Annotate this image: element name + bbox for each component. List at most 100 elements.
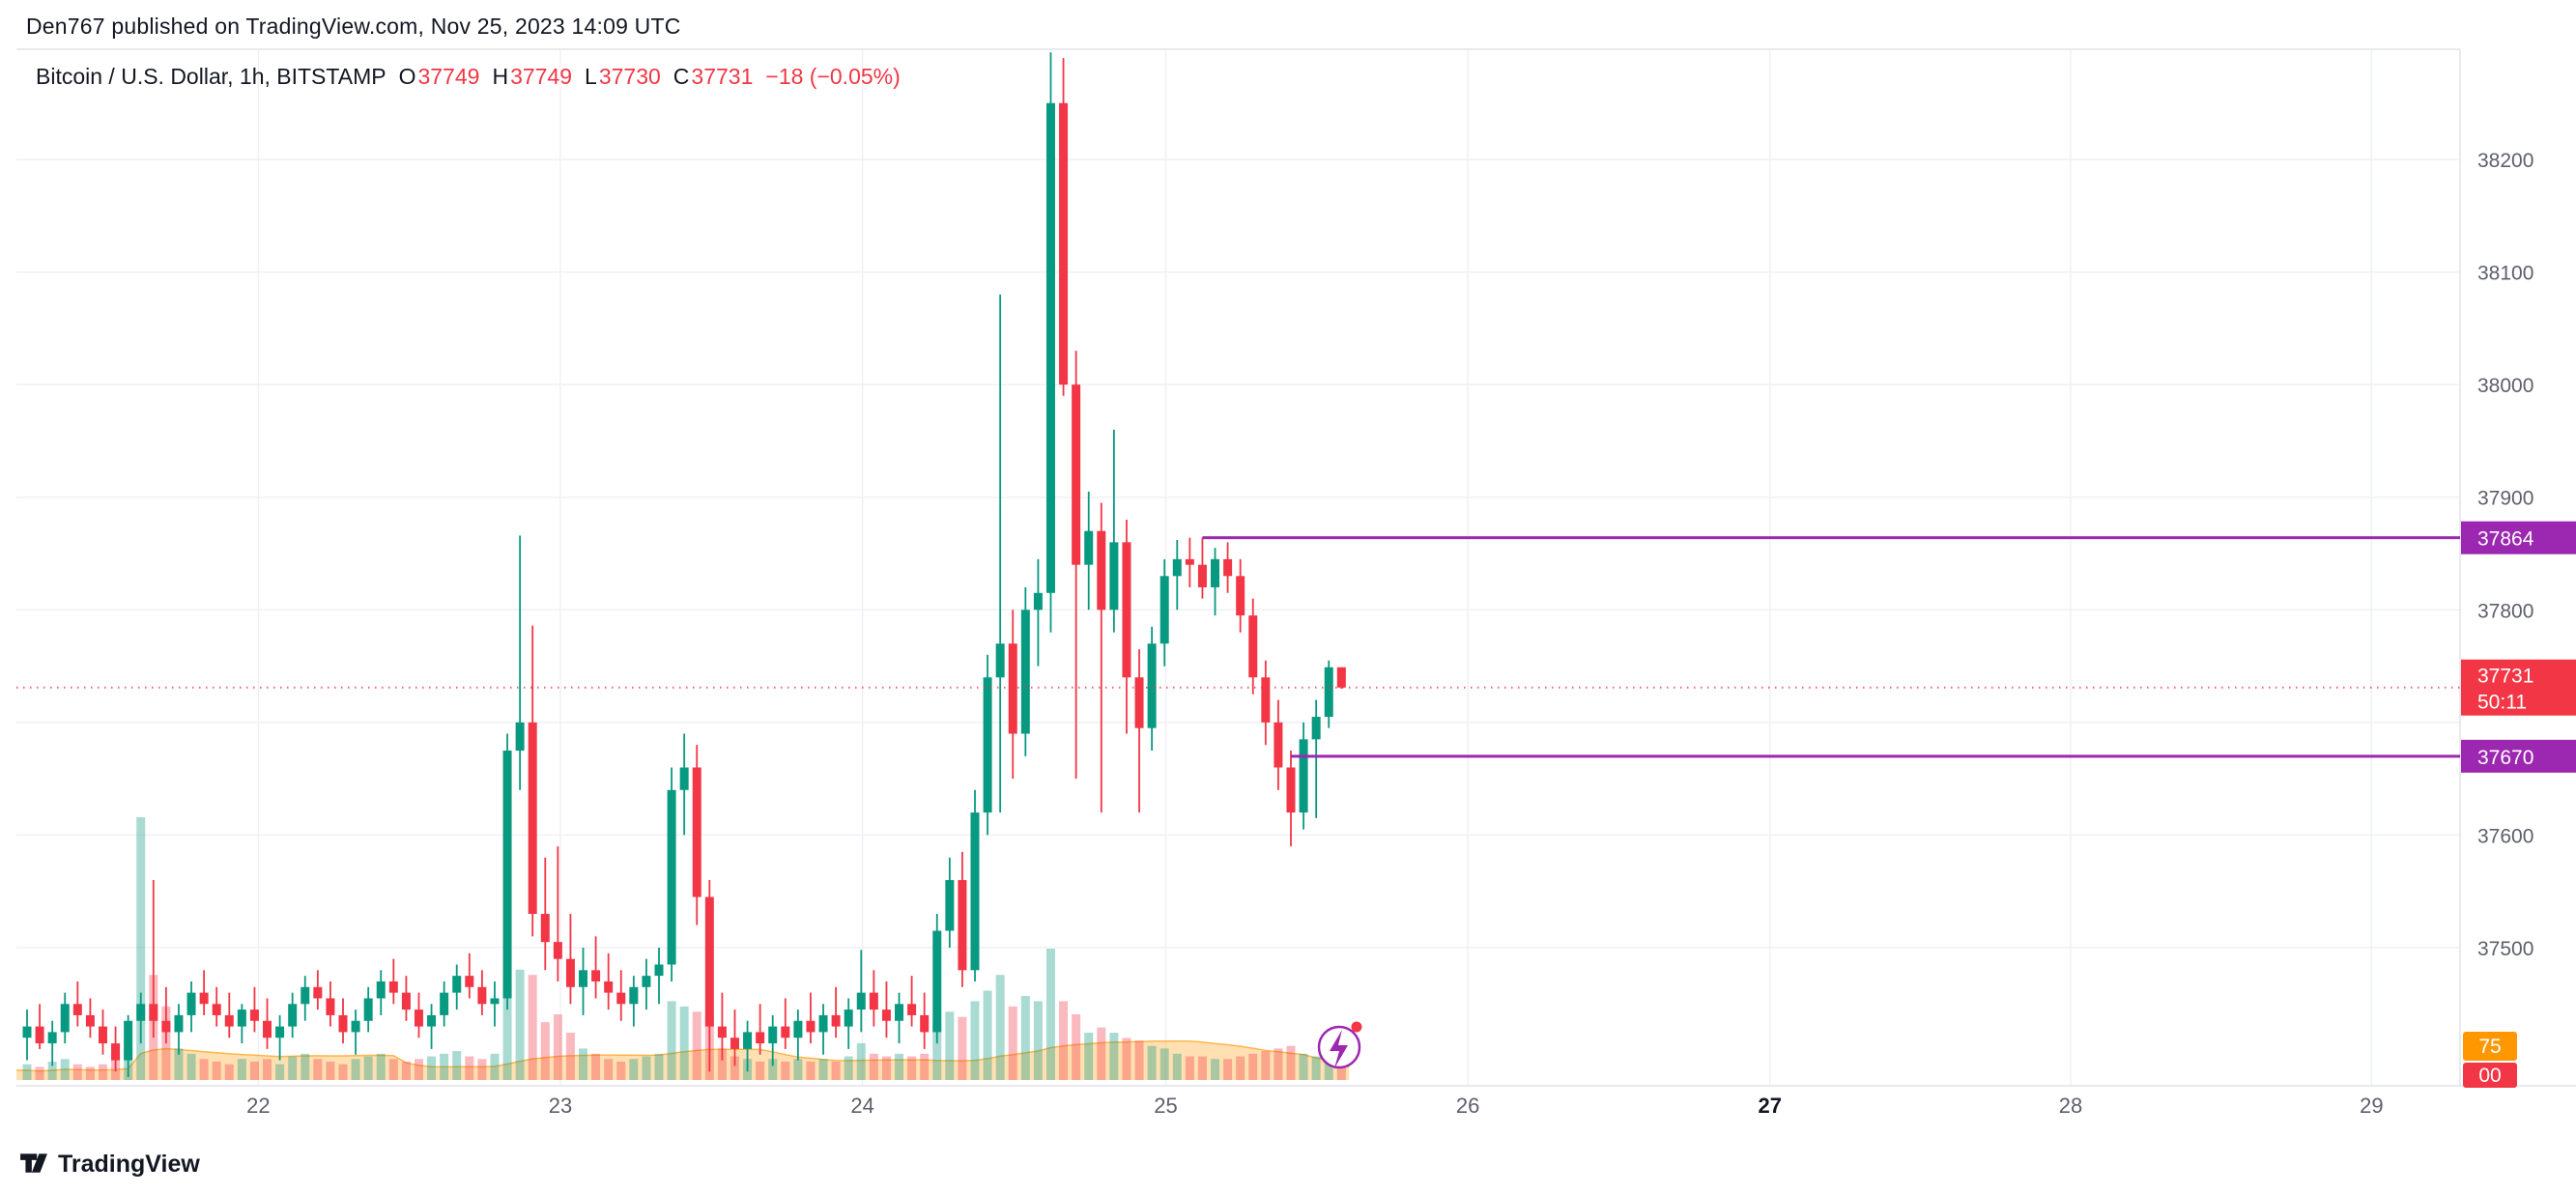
- candle-body: [768, 1026, 778, 1044]
- volume-bar: [679, 1006, 689, 1080]
- candle-body: [199, 992, 209, 1005]
- low-value: 37730: [598, 64, 661, 89]
- volume-bar: [502, 980, 512, 1080]
- volume-bar: [440, 1053, 449, 1080]
- candle-body: [22, 1026, 32, 1038]
- time-tick-label: 24: [850, 1094, 873, 1118]
- candle-body: [540, 914, 550, 943]
- candle-body: [1147, 643, 1157, 728]
- candle-body: [629, 986, 639, 1005]
- volume-bar: [186, 1053, 196, 1080]
- reaction-marker[interactable]: [1317, 1021, 1362, 1069]
- candle-body: [376, 981, 386, 999]
- time-tick-label: 25: [1154, 1094, 1177, 1118]
- volume-bar: [1059, 1001, 1069, 1080]
- volume-bar: [249, 1061, 259, 1080]
- candle-body: [553, 942, 562, 959]
- volume-bar: [60, 1059, 70, 1080]
- volume-bar: [1261, 1051, 1271, 1080]
- price-tick-label: 37500: [2477, 938, 2533, 960]
- footer-branding: TradingView: [19, 1148, 200, 1181]
- time-axis[interactable]: 22 23 24 25 26 27 28 29: [246, 1094, 2383, 1118]
- time-tick-label: 22: [246, 1094, 270, 1118]
- volume-bar: [301, 1053, 310, 1080]
- candle-body: [667, 789, 676, 965]
- volume-bar: [1020, 995, 1030, 1080]
- candle-body: [591, 970, 601, 981]
- candle-body: [781, 1026, 790, 1038]
- candle-body: [654, 964, 664, 977]
- volume-layer: [22, 817, 1346, 1080]
- candle-body: [427, 1014, 437, 1027]
- volume-bar: [932, 1022, 942, 1080]
- candle-body: [1109, 542, 1119, 611]
- volume-ma-badge: [2463, 1032, 2517, 1061]
- candle-body: [1223, 558, 1233, 577]
- candle-body: [60, 1004, 70, 1033]
- volume-value-badge-text: 00: [2478, 1065, 2501, 1087]
- volume-bar: [1033, 1001, 1043, 1080]
- volume-bar: [970, 1001, 980, 1080]
- candle-body: [388, 981, 398, 993]
- volume-bar: [1299, 1053, 1308, 1080]
- candle-body: [1248, 615, 1258, 678]
- volume-bar: [401, 1061, 411, 1080]
- volume-bar: [452, 1051, 462, 1080]
- tradingview-brand-text[interactable]: TradingView: [58, 1151, 200, 1178]
- candle-body: [313, 986, 323, 999]
- open-label: O: [398, 64, 416, 89]
- candle-body: [1122, 542, 1131, 678]
- volume-bar: [806, 1061, 816, 1080]
- candle-body: [490, 998, 500, 1005]
- volume-bar: [654, 1053, 664, 1080]
- candle-body: [1008, 643, 1017, 734]
- time-tick-label: 29: [2360, 1094, 2383, 1118]
- price-tick-label: 37600: [2477, 825, 2533, 847]
- time-tick-label: 26: [1456, 1094, 1479, 1118]
- volume-bar: [579, 1048, 588, 1080]
- volume-bar: [667, 1001, 676, 1080]
- volume-bar: [1336, 1064, 1346, 1080]
- volume-bar: [1159, 1048, 1169, 1080]
- candle-body: [692, 767, 701, 897]
- volume-ma-area: [16, 1040, 1350, 1080]
- candle-body: [793, 1020, 803, 1038]
- symbol-title[interactable]: Bitcoin / U.S. Dollar, 1h, BITSTAMP: [36, 64, 386, 89]
- volume-bar: [1008, 1006, 1017, 1080]
- price-tick-label: 38000: [2477, 375, 2533, 397]
- candle-body: [616, 992, 626, 1005]
- candle-body: [1311, 717, 1321, 740]
- candle-body: [263, 1020, 272, 1038]
- current-price-badge-text: 37731: [2477, 666, 2533, 688]
- volume-bar: [351, 1059, 360, 1080]
- volume-bar: [604, 1059, 614, 1080]
- symbol-legend: Bitcoin / U.S. Dollar, 1h, BITSTAMP O 377…: [36, 64, 901, 90]
- candle-body: [1185, 558, 1194, 565]
- notification-dot: [1351, 1021, 1362, 1033]
- volume-value-badge: [2463, 1063, 2517, 1088]
- price-axis[interactable]: 38200 38100 38000 37900 37800 37600 37500 37864…: [2461, 150, 2576, 1088]
- candle-body: [1097, 530, 1106, 611]
- candle-body: [224, 1014, 234, 1027]
- candle-body: [743, 1032, 753, 1049]
- candle-body: [174, 1014, 184, 1033]
- low-label: L: [585, 64, 597, 89]
- time-tick-label: 28: [2059, 1094, 2082, 1118]
- volume-bar: [98, 1064, 107, 1080]
- candle-body: [85, 1014, 95, 1027]
- change-value: −18 (−0.05%): [765, 64, 901, 89]
- tradingview-logo-icon[interactable]: [19, 1148, 48, 1181]
- candle-body: [161, 1020, 171, 1033]
- volume-bar: [1134, 1040, 1144, 1080]
- candle-body: [1059, 102, 1069, 385]
- volume-bar: [856, 1042, 866, 1080]
- volume-bar: [376, 1053, 386, 1080]
- volume-bar: [793, 1059, 803, 1080]
- candle-body: [579, 970, 588, 987]
- volume-bar: [1311, 1056, 1321, 1080]
- candle-body: [869, 992, 878, 1010]
- volume-bar: [717, 1048, 727, 1080]
- volume-bar: [477, 1059, 487, 1080]
- candle-body: [995, 643, 1005, 678]
